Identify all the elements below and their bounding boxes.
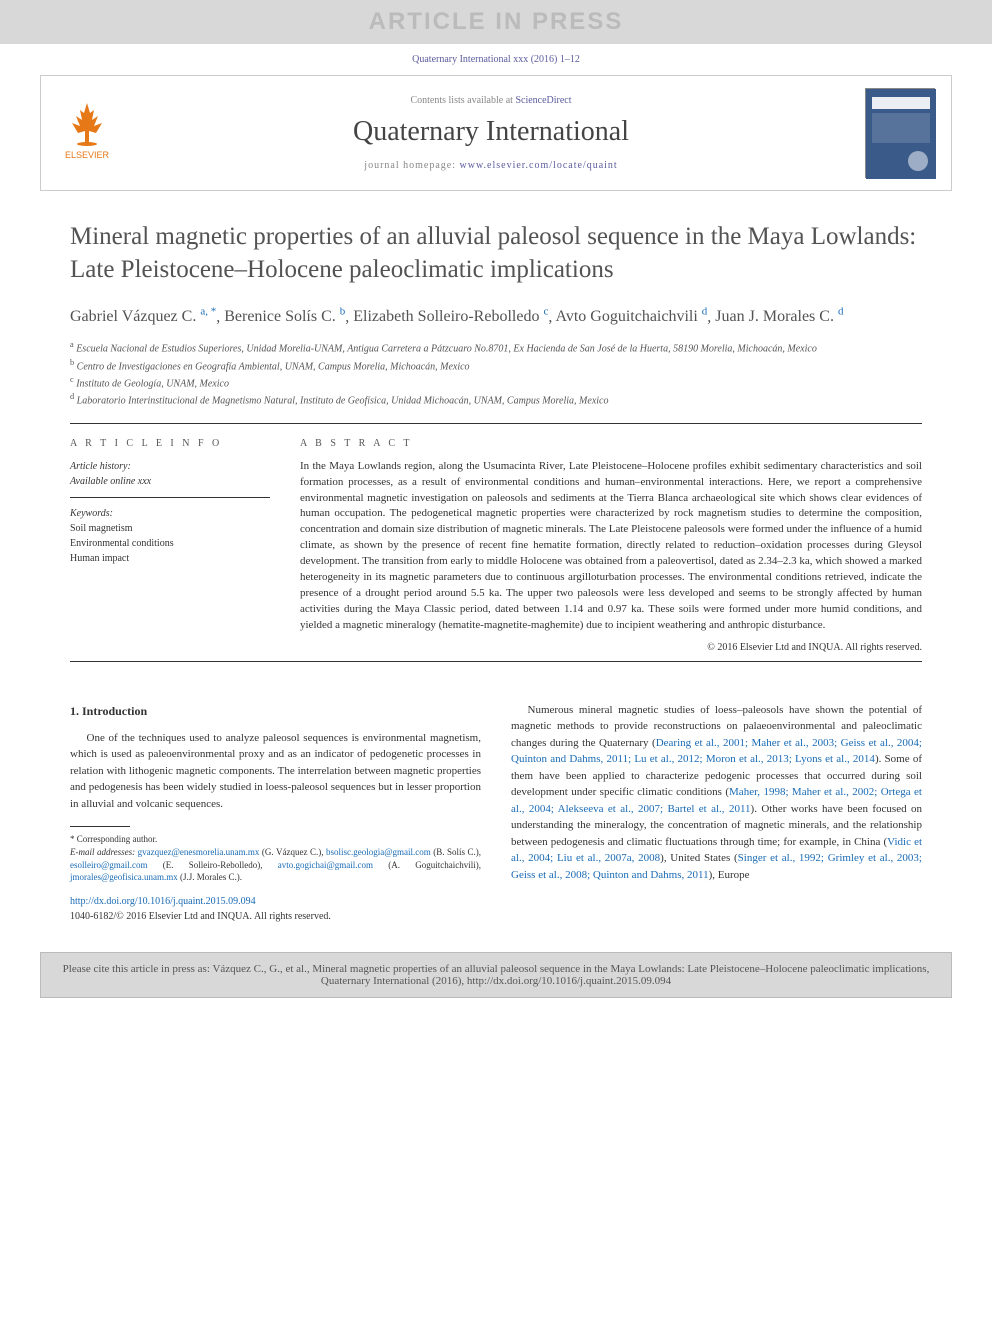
cite-this-article-box: Please cite this article in press as: Vá…	[40, 952, 952, 998]
history-label: Article history:	[70, 459, 270, 474]
author: Elizabeth Solleiro-Rebolledo c	[353, 308, 548, 325]
header-center: Contents lists available at ScienceDirec…	[117, 95, 865, 171]
article-in-press-banner: ARTICLE IN PRESS	[0, 0, 992, 44]
article-info-heading: A R T I C L E I N F O	[70, 438, 270, 449]
affiliation: a Escuela Nacional de Estudios Superiore…	[70, 339, 922, 356]
email-link[interactable]: esolleiro@gmail.com	[70, 860, 148, 870]
keyword: Human impact	[70, 551, 270, 566]
author: Avto Goguitchaichvili d	[555, 308, 707, 325]
section-number: 1.	[70, 704, 79, 718]
divider	[70, 661, 922, 662]
doi-block: http://dx.doi.org/10.1016/j.quaint.2015.…	[70, 894, 481, 924]
abstract-text: In the Maya Lowlands region, along the U…	[300, 459, 922, 634]
abstract-copyright: © 2016 Elsevier Ltd and INQUA. All right…	[300, 642, 922, 653]
body-paragraph: One of the techniques used to analyze pa…	[70, 730, 481, 813]
publisher-logo: ELSEVIER	[57, 98, 117, 168]
homepage-prefix: journal homepage:	[364, 160, 459, 171]
contents-available-line: Contents lists available at ScienceDirec…	[117, 95, 865, 106]
abstract-heading: A B S T R A C T	[300, 438, 922, 449]
contents-prefix: Contents lists available at	[410, 95, 515, 106]
body-columns: 1. Introduction One of the techniques us…	[70, 702, 922, 924]
body-paragraph: Numerous mineral magnetic studies of loe…	[511, 702, 922, 884]
homepage-line: journal homepage: www.elsevier.com/locat…	[117, 160, 865, 171]
history-value: Available online xxx	[70, 474, 270, 489]
affiliation: b Centro de Investigaciones en Geografía…	[70, 357, 922, 374]
email-label: E-mail addresses:	[70, 847, 135, 857]
affiliation: c Instituto de Geología, UNAM, Mexico	[70, 374, 922, 391]
author-list: Gabriel Vázquez C. a, *, Berenice Solís …	[70, 304, 922, 329]
info-abstract-row: A R T I C L E I N F O Article history: A…	[70, 438, 922, 653]
section-heading: 1. Introduction	[70, 702, 481, 720]
main-content: Mineral magnetic properties of an alluvi…	[0, 191, 992, 934]
homepage-link[interactable]: www.elsevier.com/locate/quaint	[460, 160, 618, 171]
email-link[interactable]: gvazquez@enesmorelia.unam.mx	[138, 847, 260, 857]
article-history-block: Article history: Available online xxx	[70, 459, 270, 498]
affiliation: d Laboratorio Interinstitucional de Magn…	[70, 391, 922, 408]
citation-header: Quaternary International xxx (2016) 1–12	[0, 44, 992, 75]
journal-cover-thumbnail	[865, 88, 935, 178]
keywords-block: Keywords: Soil magnetism Environmental c…	[70, 506, 270, 566]
keyword: Environmental conditions	[70, 536, 270, 551]
sciencedirect-link[interactable]: ScienceDirect	[515, 95, 571, 106]
publisher-label: ELSEVIER	[65, 150, 109, 160]
email-link[interactable]: jmorales@geofisica.unam.mx	[70, 872, 178, 882]
email-link[interactable]: bsolisc.geologia@gmail.com	[326, 847, 431, 857]
section-title: Introduction	[82, 704, 147, 718]
doi-link[interactable]: http://dx.doi.org/10.1016/j.quaint.2015.…	[70, 896, 256, 907]
body-column-right: Numerous mineral magnetic studies of loe…	[511, 702, 922, 924]
keywords-label: Keywords:	[70, 506, 270, 521]
author: Berenice Solís C. b	[224, 308, 345, 325]
elsevier-tree-icon	[62, 98, 112, 148]
email-link[interactable]: avto.gogichai@gmail.com	[278, 860, 373, 870]
divider	[70, 423, 922, 424]
issn-copyright-line: 1040-6182/© 2016 Elsevier Ltd and INQUA.…	[70, 909, 481, 924]
journal-name: Quaternary International	[117, 116, 865, 148]
corresponding-author-note: * Corresponding author.	[70, 833, 481, 846]
author: Gabriel Vázquez C. a, *	[70, 308, 216, 325]
author: Juan J. Morales C. d	[715, 308, 843, 325]
abstract-column: A B S T R A C T In the Maya Lowlands reg…	[300, 438, 922, 653]
article-info-column: A R T I C L E I N F O Article history: A…	[70, 438, 270, 653]
journal-header: ELSEVIER Contents lists available at Sci…	[40, 75, 952, 191]
affiliations: a Escuela Nacional de Estudios Superiore…	[70, 339, 922, 408]
article-title: Mineral magnetic properties of an alluvi…	[70, 221, 922, 286]
body-column-left: 1. Introduction One of the techniques us…	[70, 702, 481, 924]
footnote-divider	[70, 826, 130, 827]
footnotes: * Corresponding author. E-mail addresses…	[70, 833, 481, 883]
keyword: Soil magnetism	[70, 521, 270, 536]
email-addresses: E-mail addresses: gvazquez@enesmorelia.u…	[70, 846, 481, 884]
